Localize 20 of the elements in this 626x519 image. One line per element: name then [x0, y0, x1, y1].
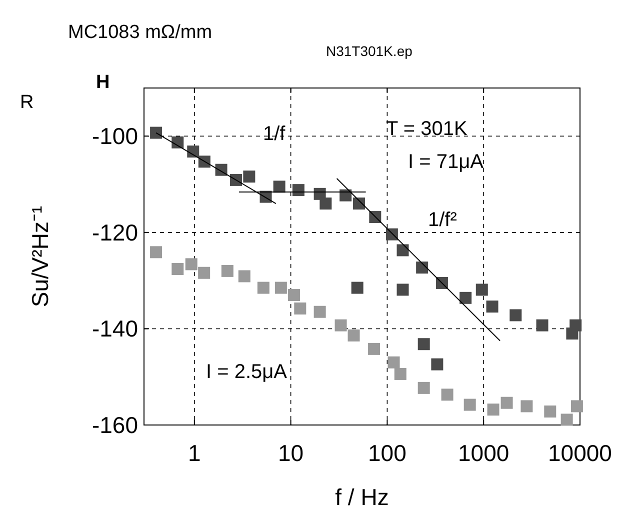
- y-tick-label: -100: [92, 123, 138, 150]
- x-axis-title: f / Hz: [335, 484, 389, 510]
- annotation: I = 2.5μA: [206, 361, 288, 383]
- chart-subtitle: N31T301K.ep: [326, 43, 413, 59]
- y-tick-label: -160: [92, 412, 138, 438]
- annotation: 1/f²: [428, 209, 458, 231]
- y-tick-label: -120: [92, 219, 138, 246]
- chart-title: MC1083 mΩ/mm: [68, 22, 212, 43]
- y-axis-title: Su/V²Hz⁻¹: [27, 206, 53, 308]
- x-tick-label: 100: [368, 440, 406, 466]
- x-tick-label: 10000: [548, 440, 612, 466]
- annotation: 1/f: [263, 123, 286, 145]
- text: H: [96, 72, 110, 93]
- y-tick-label: -140: [92, 316, 138, 342]
- x-tick-label: 10: [278, 440, 304, 466]
- x-tick-label: 1000: [458, 440, 510, 466]
- x-tick-label: 1: [188, 440, 201, 466]
- annotation: I = 71μA: [408, 151, 484, 173]
- text: R: [20, 92, 34, 113]
- annotation: T = 301K: [386, 118, 468, 140]
